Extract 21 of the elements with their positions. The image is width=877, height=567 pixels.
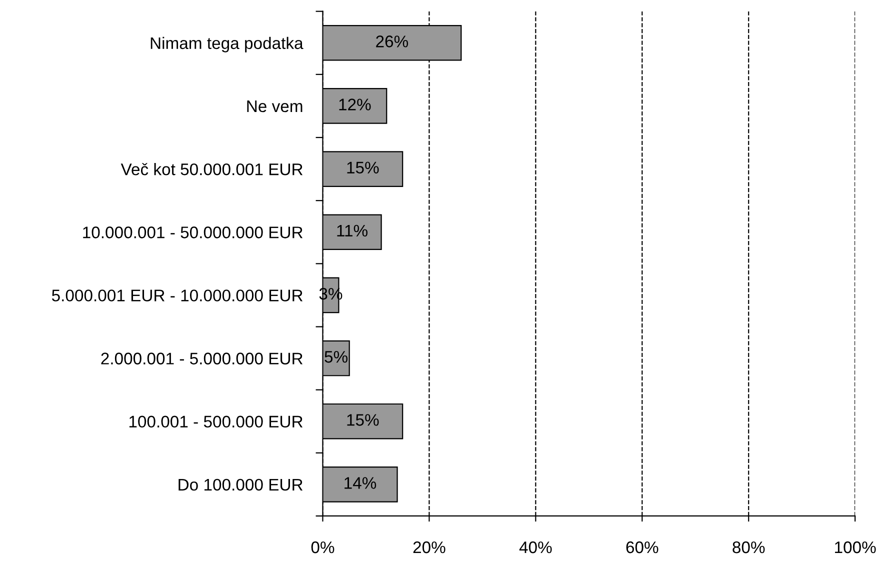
data-label: 5% [324, 351, 348, 363]
y-tick-label: 5.000.001 EUR - 10.000.000 EUR [52, 290, 303, 302]
y-tick-label: Do 100.000 EUR [178, 478, 303, 491]
y-tick-label: 100.001 - 500.000 EUR [129, 416, 303, 428]
x-tick-label: 20% [413, 541, 446, 554]
data-label: 14% [344, 477, 376, 489]
data-label: 15% [347, 414, 379, 426]
y-tick-label: 2.000.001 - 5.000.000 EUR [101, 352, 303, 364]
data-label: 26% [376, 36, 408, 48]
y-tick-label: Nimam tega podatka [150, 36, 304, 52]
data-label: 11% [337, 224, 368, 237]
x-tick-label: 100% [835, 541, 876, 554]
y-tick-label: Več kot 50.000.001 EUR [120, 162, 303, 176]
x-tick-label: 60% [626, 541, 658, 554]
x-tick-label: 0% [311, 541, 334, 554]
x-tick-label: 40% [519, 541, 552, 554]
data-label: 12% [339, 98, 371, 110]
x-tick-label: 80% [732, 541, 765, 554]
y-tick-label: Ne vem [247, 100, 302, 112]
y-tick-label: 10.000.001 - 50.000.000 EUR [83, 226, 303, 238]
data-label: 15% [347, 162, 379, 174]
